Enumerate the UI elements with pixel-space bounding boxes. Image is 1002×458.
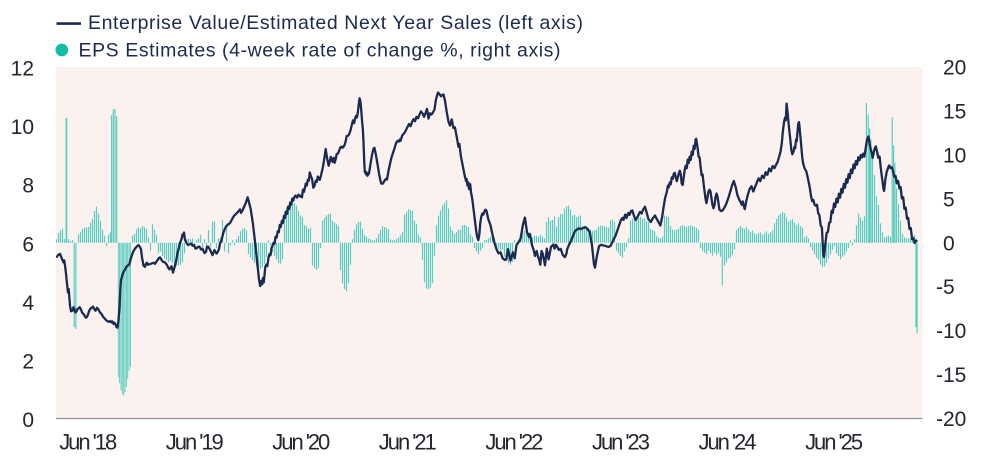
svg-text:12: 12 [11,58,34,81]
svg-text:20: 20 [943,57,966,80]
svg-text:Jun '24: Jun '24 [699,430,757,453]
svg-text:-20: -20 [936,408,966,431]
svg-text:Jun '18: Jun '18 [59,430,117,453]
svg-text:10: 10 [943,144,966,167]
svg-text:15: 15 [943,100,966,123]
svg-text:Jun '25: Jun '25 [805,430,863,453]
svg-text:2: 2 [22,350,34,373]
svg-text:8: 8 [22,175,34,198]
svg-text:0: 0 [22,409,34,432]
svg-text:Jun '21: Jun '21 [379,430,437,453]
svg-text:-15: -15 [936,364,966,387]
svg-text:0: 0 [943,232,955,255]
svg-text:-10: -10 [936,320,966,343]
svg-text:Jun '19: Jun '19 [166,430,224,453]
svg-text:6: 6 [22,233,34,256]
svg-text:5: 5 [943,188,955,211]
svg-text:Jun '20: Jun '20 [272,430,330,453]
svg-text:Jun '23: Jun '23 [592,430,650,453]
svg-text:Enterprise Value/Estimated Nex: Enterprise Value/Estimated Next Year Sal… [88,12,583,34]
svg-text:Jun '22: Jun '22 [485,430,543,453]
svg-text:4: 4 [22,292,34,315]
svg-text:10: 10 [11,116,34,139]
svg-text:-5: -5 [936,276,955,299]
svg-text:EPS Estimates (4-week rate of: EPS Estimates (4-week rate of change %, … [79,40,561,62]
